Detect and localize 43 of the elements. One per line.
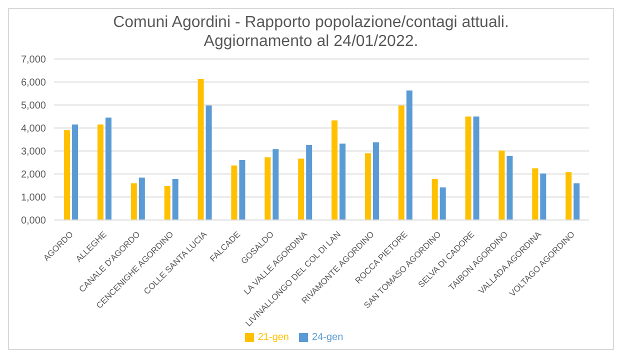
bar — [364, 153, 371, 220]
bar — [332, 120, 338, 220]
bar — [105, 118, 112, 220]
bar — [97, 124, 104, 220]
bar — [432, 179, 438, 220]
y-tick-label: 4,000 — [20, 124, 46, 135]
bar — [566, 172, 572, 220]
bar — [473, 116, 480, 220]
bar — [540, 174, 546, 220]
y-tick-label: 1,000 — [20, 192, 46, 204]
legend-label: 21-gen — [258, 332, 289, 343]
bar — [306, 145, 312, 220]
y-tick-label: 5,000 — [20, 100, 46, 112]
bar — [164, 186, 170, 220]
y-tick-label: 6,000 — [20, 78, 46, 89]
bar — [532, 168, 538, 220]
bar — [206, 105, 212, 220]
bar — [574, 183, 580, 220]
bar — [72, 124, 78, 220]
bar — [372, 142, 379, 220]
bar — [398, 105, 404, 220]
bar — [272, 149, 279, 220]
bar — [498, 150, 505, 220]
bar — [239, 160, 246, 220]
bar — [506, 156, 513, 220]
bar — [340, 144, 346, 220]
legend-label: 24-gen — [312, 332, 344, 343]
bar — [64, 130, 70, 220]
bar — [406, 90, 412, 220]
y-tick-label: 0,000 — [20, 216, 46, 227]
bar — [198, 79, 204, 220]
bar — [264, 157, 271, 220]
y-tick-label: 2,000 — [20, 170, 46, 181]
y-tick-label: 3,000 — [20, 146, 46, 158]
bar — [130, 183, 137, 220]
bar — [231, 165, 238, 220]
bar — [298, 158, 304, 220]
bar — [465, 116, 472, 220]
chart-title: Comuni Agordini - Rapporto popolazione/contagi attuali. Aggiornamento al 24/01/2022. — [112, 13, 510, 51]
bar — [440, 187, 446, 220]
bar — [172, 179, 178, 220]
bar — [138, 178, 145, 220]
y-tick-label: 7,000 — [20, 54, 46, 66]
